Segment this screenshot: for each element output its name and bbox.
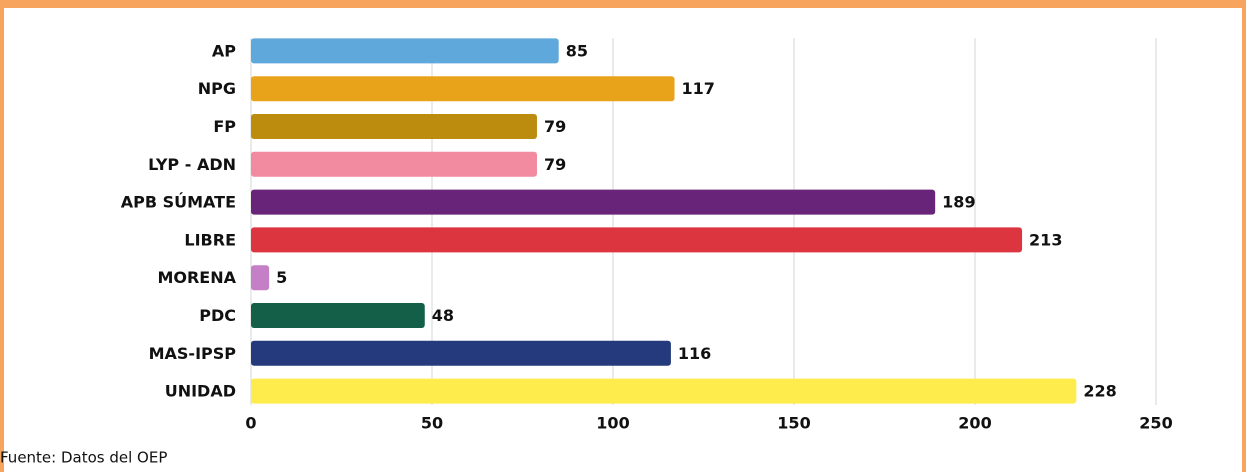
y-tick-label: LYP - ADN bbox=[148, 155, 236, 174]
data-label: 116 bbox=[678, 344, 711, 363]
bar bbox=[251, 265, 270, 291]
data-label: 79 bbox=[544, 117, 566, 136]
bar bbox=[251, 151, 537, 177]
y-tick-label: FP bbox=[213, 117, 236, 136]
bar bbox=[251, 303, 425, 328]
y-tick-label: MAS-IPSP bbox=[149, 344, 237, 363]
x-tick-label: 100 bbox=[596, 414, 629, 433]
x-tick-label: 0 bbox=[245, 414, 256, 433]
data-label: 79 bbox=[544, 155, 566, 174]
data-label: 117 bbox=[682, 79, 715, 98]
y-tick-label: AP bbox=[212, 41, 236, 60]
y-tick-label: PDC bbox=[199, 306, 236, 325]
bar bbox=[251, 378, 1077, 404]
data-label: 189 bbox=[942, 193, 975, 212]
bar bbox=[251, 340, 671, 366]
source-note: Fuente: Datos del OEP bbox=[0, 449, 167, 467]
data-label: 5 bbox=[276, 268, 287, 287]
y-tick-label: UNIDAD bbox=[165, 382, 236, 401]
x-tick-label: 150 bbox=[777, 414, 810, 433]
y-tick-label: LIBRE bbox=[184, 230, 236, 249]
data-label: 48 bbox=[432, 306, 454, 325]
x-tick-label: 50 bbox=[421, 414, 443, 433]
x-tick-label: 200 bbox=[958, 414, 991, 433]
data-label: 213 bbox=[1029, 230, 1062, 249]
bar bbox=[251, 38, 559, 64]
y-tick-label: NPG bbox=[198, 79, 236, 98]
y-tick-label: MORENA bbox=[157, 268, 236, 287]
data-label: 228 bbox=[1083, 382, 1116, 401]
frame-top bbox=[0, 0, 1246, 8]
x-tick-label: 250 bbox=[1139, 414, 1172, 433]
bar bbox=[251, 76, 675, 102]
bar bbox=[251, 189, 936, 215]
y-tick-label: APB SÚMATE bbox=[121, 193, 236, 212]
bar bbox=[251, 114, 537, 139]
data-label: 85 bbox=[566, 41, 588, 60]
bar bbox=[251, 227, 1023, 253]
